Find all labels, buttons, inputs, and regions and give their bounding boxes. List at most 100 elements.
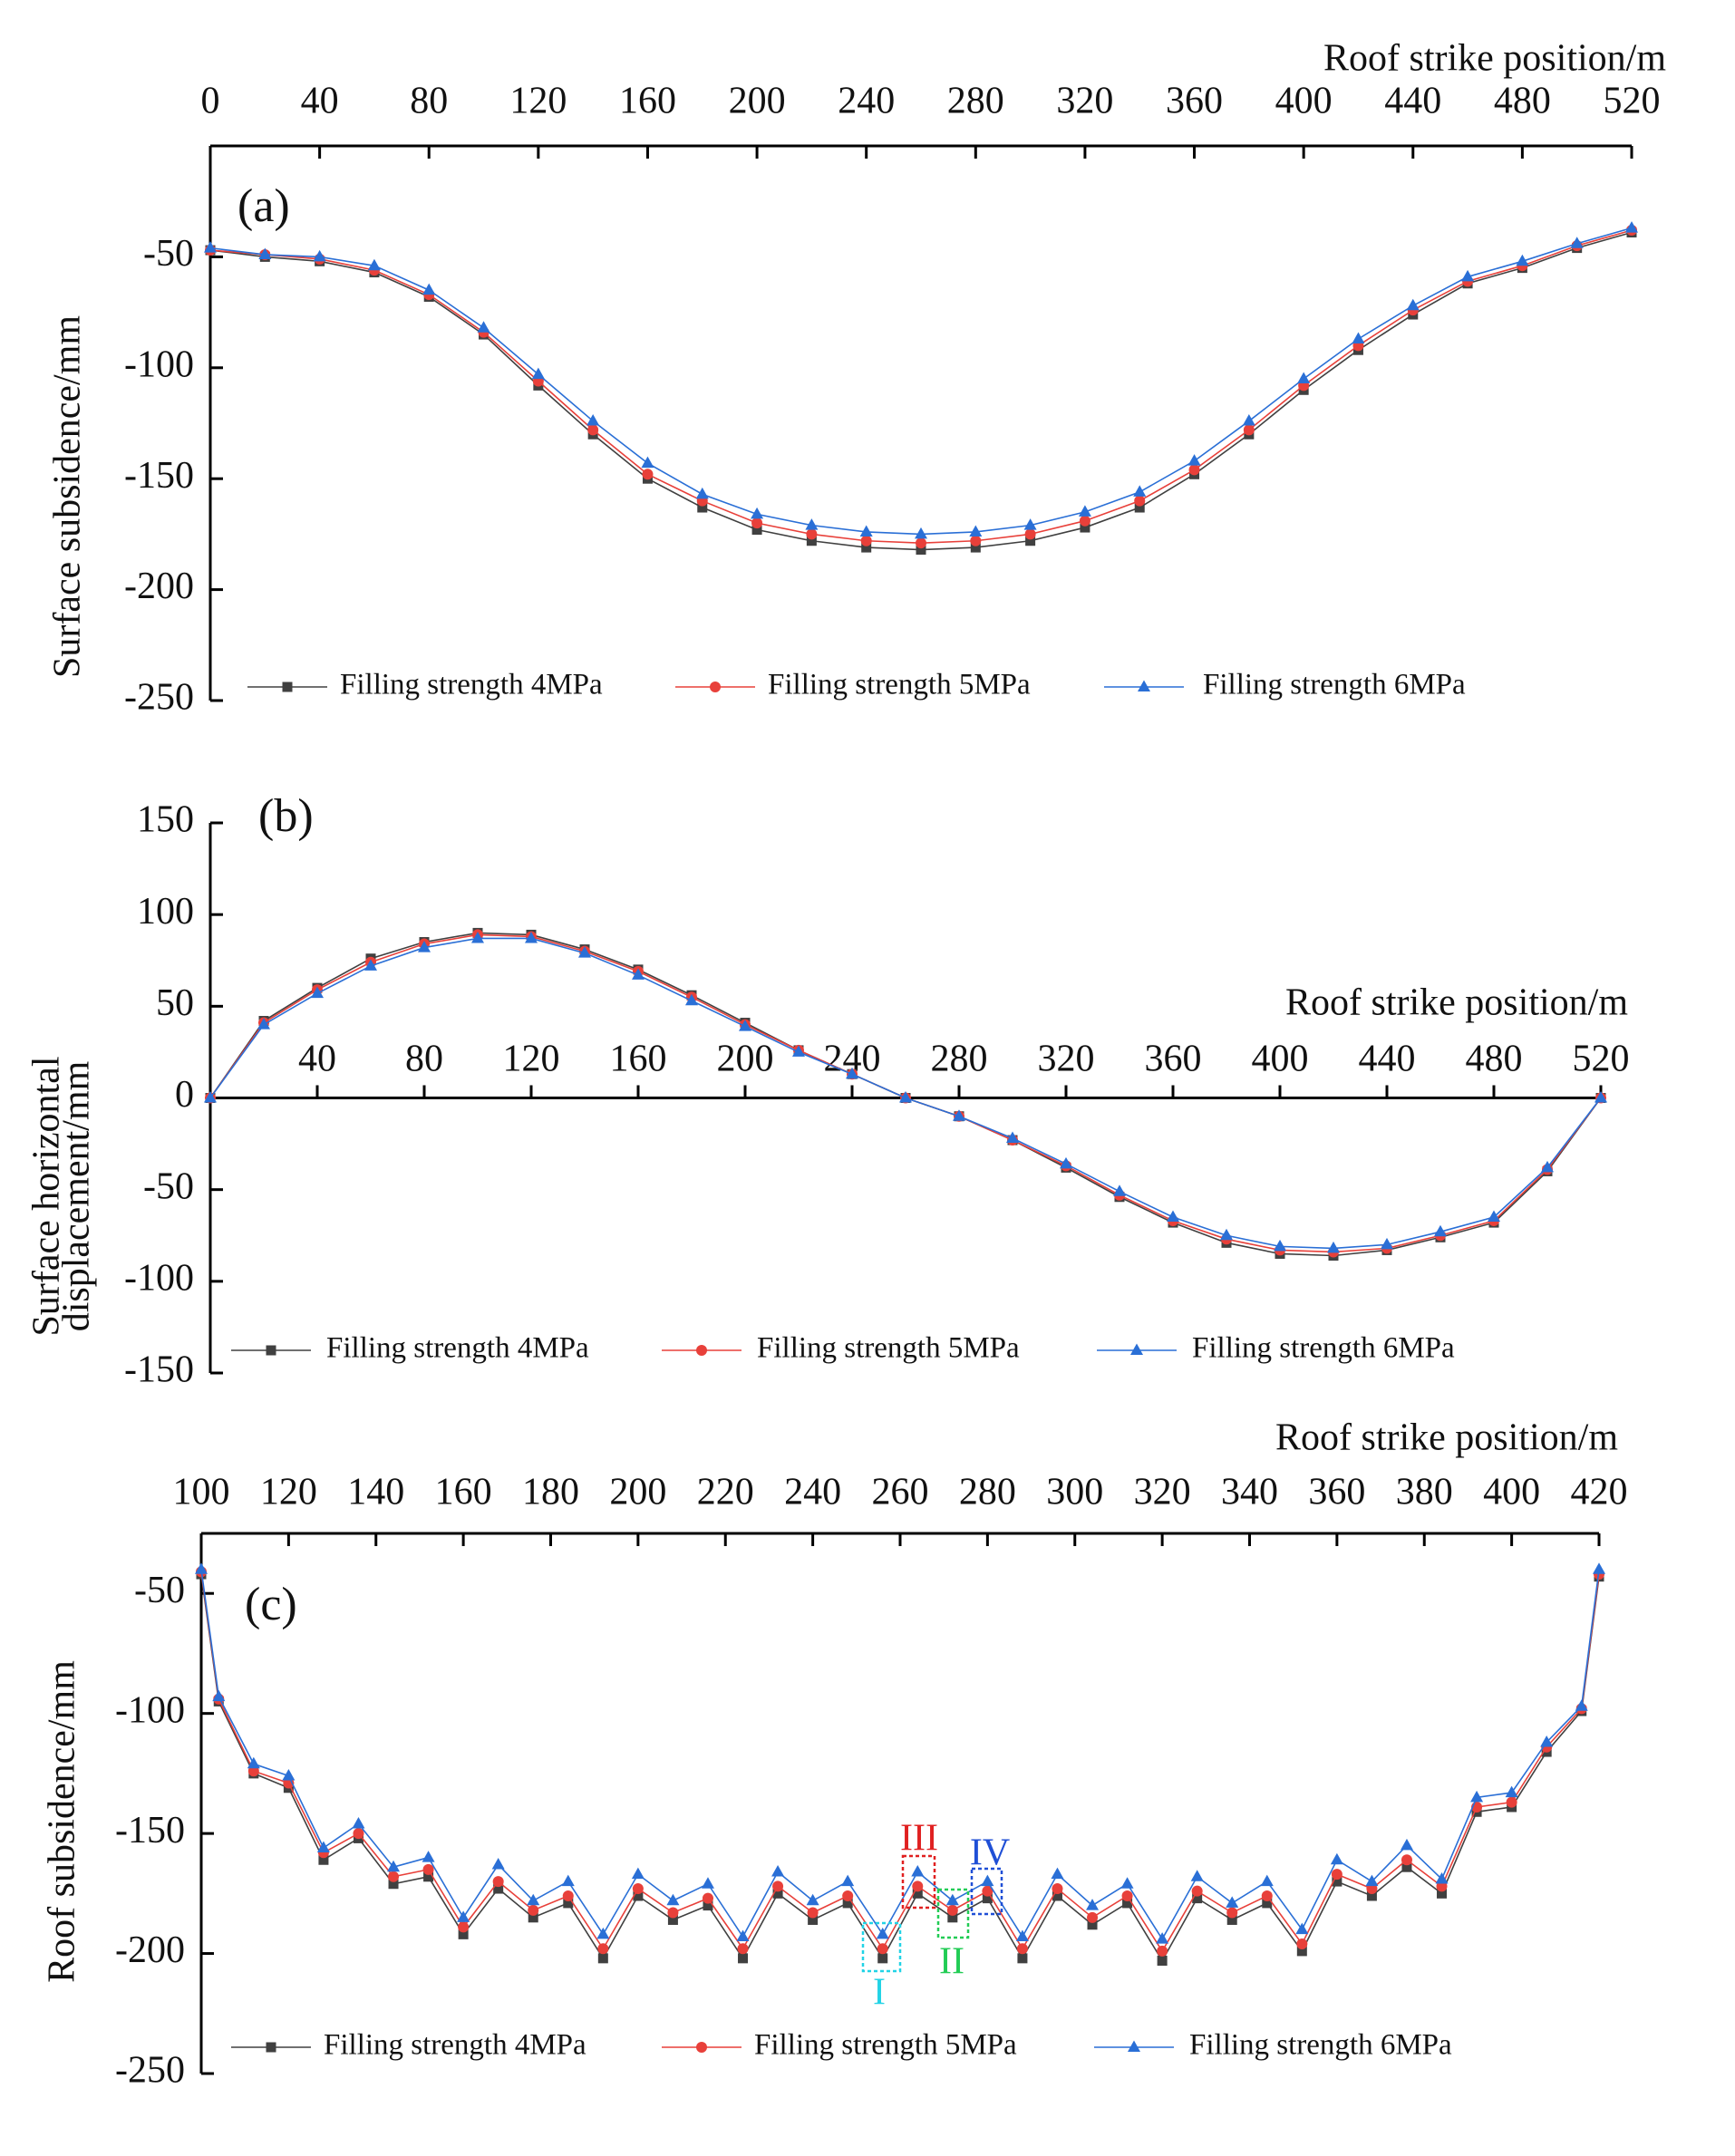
marker	[1437, 1888, 1448, 1899]
marker	[1470, 1790, 1484, 1803]
marker	[1113, 1184, 1126, 1196]
marker	[266, 1345, 276, 1356]
marker	[685, 993, 698, 1006]
y-axis-title: Roof subsidence/mm	[42, 1660, 83, 1983]
y-tick-label: -50	[143, 233, 194, 275]
marker	[1406, 298, 1420, 311]
x-tick-label: 40	[298, 1039, 336, 1080]
x-tick-label: 280	[959, 1472, 1016, 1513]
marker	[1051, 1867, 1064, 1880]
y-tick-label: -100	[115, 1689, 185, 1731]
marker	[1128, 2040, 1140, 2052]
marker	[697, 502, 708, 513]
panel-label: (b)	[258, 790, 314, 842]
marker	[1365, 1874, 1379, 1887]
marker	[739, 1020, 751, 1031]
marker	[806, 536, 817, 546]
marker	[1120, 1877, 1134, 1889]
marker	[457, 1910, 470, 1922]
marker	[1506, 1796, 1517, 1808]
marker	[861, 542, 872, 553]
x-tick-label: 160	[435, 1472, 492, 1513]
marker	[911, 1864, 925, 1877]
marker	[1352, 332, 1365, 343]
marker	[876, 1927, 889, 1939]
marker	[352, 1817, 365, 1829]
marker	[702, 1892, 713, 1904]
series-line	[200, 1571, 1600, 1953]
x-tick-label: 220	[697, 1472, 754, 1513]
y-tick-label: -50	[143, 1165, 194, 1207]
marker	[667, 1907, 679, 1919]
marker	[916, 537, 926, 549]
marker	[1401, 1854, 1412, 1866]
marker	[282, 1769, 296, 1781]
annotation-label: III	[900, 1818, 938, 1860]
x-axis-title: Roof strike position/m	[1285, 982, 1628, 1024]
x-tick-label: 480	[1466, 1039, 1523, 1080]
marker	[1226, 1896, 1239, 1908]
x-tick-label: 200	[729, 81, 786, 122]
marker	[1079, 515, 1090, 527]
marker	[364, 959, 377, 971]
marker	[982, 1885, 994, 1897]
marker	[491, 1858, 505, 1870]
marker	[877, 1953, 888, 1964]
marker	[792, 1045, 805, 1057]
x-tick-label: 440	[1384, 81, 1441, 122]
y-tick-label: 100	[137, 891, 194, 933]
marker	[916, 545, 926, 556]
marker	[458, 1929, 469, 1939]
marker	[1401, 1861, 1412, 1872]
x-tick-label: 80	[405, 1039, 443, 1080]
series-line	[200, 1569, 1600, 1941]
marker	[912, 1888, 923, 1899]
y-tick-label: 150	[137, 799, 194, 841]
marker	[1262, 1898, 1273, 1909]
marker	[642, 469, 654, 480]
marker	[1015, 1929, 1029, 1942]
marker	[1052, 1883, 1063, 1895]
marker	[841, 1874, 855, 1887]
marker	[528, 1912, 538, 1923]
marker	[710, 682, 721, 692]
x-tick-label: 340	[1221, 1472, 1278, 1513]
marker	[982, 1893, 993, 1904]
marker	[1516, 254, 1529, 266]
y-tick-label: -200	[115, 1929, 185, 1971]
x-tick-label: 360	[1145, 1039, 1202, 1080]
marker	[387, 1860, 401, 1872]
marker	[477, 321, 490, 333]
marker	[1570, 237, 1584, 248]
x-tick-label: 160	[610, 1039, 667, 1080]
marker	[912, 1880, 924, 1892]
x-tick-label: 260	[872, 1472, 929, 1513]
marker	[772, 1888, 783, 1899]
marker	[1087, 1919, 1098, 1930]
marker	[587, 424, 599, 436]
marker	[703, 1900, 713, 1911]
marker	[953, 1109, 965, 1121]
x-tick-label: 320	[1056, 81, 1113, 122]
marker	[1366, 1890, 1377, 1901]
marker	[842, 1890, 854, 1901]
x-tick-label: 180	[522, 1472, 579, 1513]
annotation-box	[970, 1867, 1003, 1916]
marker	[1296, 1938, 1308, 1949]
y-axis-title: displacement/mm	[56, 1060, 98, 1331]
marker	[266, 2042, 276, 2053]
marker	[1024, 528, 1036, 540]
marker	[751, 525, 762, 536]
x-tick-label: 320	[1134, 1472, 1191, 1513]
marker	[632, 1883, 644, 1895]
x-tick-label: 120	[260, 1472, 317, 1513]
marker	[1087, 1911, 1099, 1923]
marker	[1023, 518, 1037, 530]
marker	[1156, 1932, 1169, 1944]
marker	[751, 507, 764, 519]
x-tick-label: 40	[301, 81, 339, 122]
marker	[1226, 1914, 1237, 1925]
annotation-box	[861, 1921, 902, 1973]
marker	[1052, 1890, 1062, 1901]
